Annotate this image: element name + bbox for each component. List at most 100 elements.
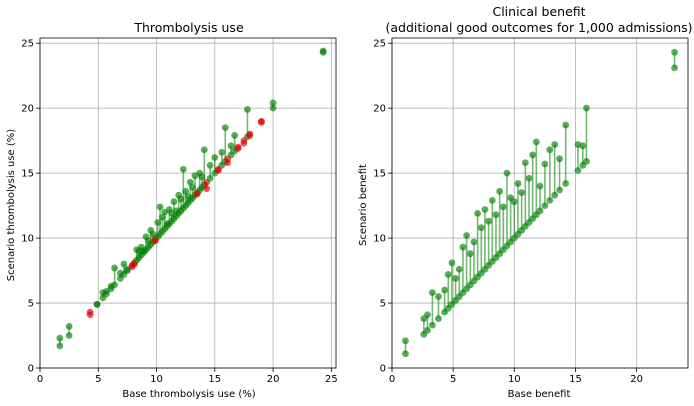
scenario-point xyxy=(224,159,232,167)
base-point xyxy=(551,191,559,199)
scenario-point xyxy=(156,203,164,211)
scenario-point xyxy=(231,132,239,139)
scenario-point xyxy=(120,260,128,268)
x-tick-label: 20 xyxy=(630,374,643,385)
chart-title: Thrombolysis use xyxy=(133,20,244,35)
x-tick-label: 15 xyxy=(569,374,582,385)
y-tick-label: 20 xyxy=(373,104,386,115)
x-tick-label: 0 xyxy=(389,374,395,385)
scenario-point xyxy=(269,99,277,107)
panel-clinical-benefit: Clinical benefit (additional good outcom… xyxy=(358,4,693,400)
base-point xyxy=(562,180,570,187)
base-point xyxy=(671,64,678,72)
x-tick-label: 10 xyxy=(508,374,521,385)
scenario-point xyxy=(227,142,235,150)
chart-subtitle: (additional good outcomes for 1,000 admi… xyxy=(385,20,692,35)
base-point xyxy=(541,202,549,209)
scenario-point xyxy=(463,232,471,239)
base-point xyxy=(56,342,64,350)
scenario-point xyxy=(56,334,64,342)
base-point xyxy=(206,174,214,182)
scenario-point xyxy=(470,238,478,246)
x-axis-label: Base thrombolysis use (%) xyxy=(122,389,255,400)
x-tick-label: 5 xyxy=(450,374,456,385)
y-tick-label: 0 xyxy=(28,364,34,375)
scenario-point xyxy=(477,224,485,232)
x-ticks: 0 5 10 15 20 25 xyxy=(37,368,338,385)
scenario-point xyxy=(541,160,549,168)
scenario-point xyxy=(244,106,251,113)
base-point xyxy=(583,158,590,165)
base-point xyxy=(402,350,409,358)
x-tick-label: 10 xyxy=(150,374,163,385)
scenario-point xyxy=(529,151,537,159)
scenario-point xyxy=(455,265,463,273)
scenario-point xyxy=(211,154,219,161)
scenario-point xyxy=(428,289,436,297)
scenario-point xyxy=(510,198,518,206)
scenario-point xyxy=(536,182,544,190)
scenario-point xyxy=(518,189,526,197)
base-point xyxy=(546,197,554,204)
scenario-point xyxy=(514,180,522,187)
scenario-point xyxy=(206,161,214,169)
scenario-point xyxy=(221,124,229,132)
y-tick-label: 25 xyxy=(373,39,386,50)
x-tick-label: 25 xyxy=(325,374,338,385)
y-tick-label: 20 xyxy=(21,104,34,115)
x-tick-label: 15 xyxy=(208,374,221,385)
scenario-point xyxy=(234,145,242,152)
scenario-point xyxy=(170,198,178,206)
scenario-point xyxy=(448,259,456,267)
plot-frame xyxy=(391,37,689,369)
base-point xyxy=(428,321,436,329)
scenario-point xyxy=(441,286,448,294)
scenario-point xyxy=(671,48,678,56)
scenario-point xyxy=(525,174,533,182)
base-point xyxy=(435,315,442,323)
plot-frame xyxy=(39,37,337,369)
scenario-point xyxy=(556,155,563,163)
y-tick-label: 5 xyxy=(28,299,34,310)
y-tick-label: 15 xyxy=(373,169,386,180)
base-point xyxy=(65,332,73,339)
scenario-point xyxy=(492,211,500,219)
data-series xyxy=(402,48,678,358)
scenario-point xyxy=(218,148,226,156)
scenario-point xyxy=(435,293,442,300)
scenario-point xyxy=(319,47,327,55)
scenario-point xyxy=(203,185,211,193)
y-tick-label: 5 xyxy=(380,299,386,310)
y-tick-label: 25 xyxy=(21,39,34,50)
scenario-point xyxy=(200,146,208,154)
scenario-point xyxy=(474,209,482,217)
scenario-point xyxy=(579,142,587,150)
scenario-point xyxy=(186,178,194,186)
scenario-point xyxy=(402,337,409,345)
scenario-point xyxy=(551,141,559,148)
scenario-point xyxy=(214,167,222,174)
scenario-point xyxy=(503,169,511,177)
scenario-point xyxy=(488,197,496,204)
scenario-point xyxy=(65,323,73,330)
y-axis-label: Scenario benefit xyxy=(358,164,369,246)
y-ticks: 0 5 10 15 20 25 xyxy=(21,39,40,375)
base-point xyxy=(269,104,277,112)
scenario-point xyxy=(240,139,248,147)
x-tick-label: 5 xyxy=(95,374,101,385)
y-tick-label: 15 xyxy=(21,169,34,180)
base-point xyxy=(424,326,431,334)
y-axis-label: Scenario thrombolysis use (%) xyxy=(6,129,17,281)
scenario-point xyxy=(481,206,489,213)
scenario-point xyxy=(521,159,529,167)
scenario-point xyxy=(258,119,265,126)
scenario-point xyxy=(179,165,187,173)
scenario-point xyxy=(452,274,460,282)
data-series xyxy=(56,47,327,350)
scenario-point xyxy=(424,311,431,319)
scenario-point xyxy=(182,187,190,195)
scenario-point xyxy=(546,146,554,154)
y-tick-label: 10 xyxy=(21,234,34,245)
x-tick-label: 0 xyxy=(37,374,43,385)
